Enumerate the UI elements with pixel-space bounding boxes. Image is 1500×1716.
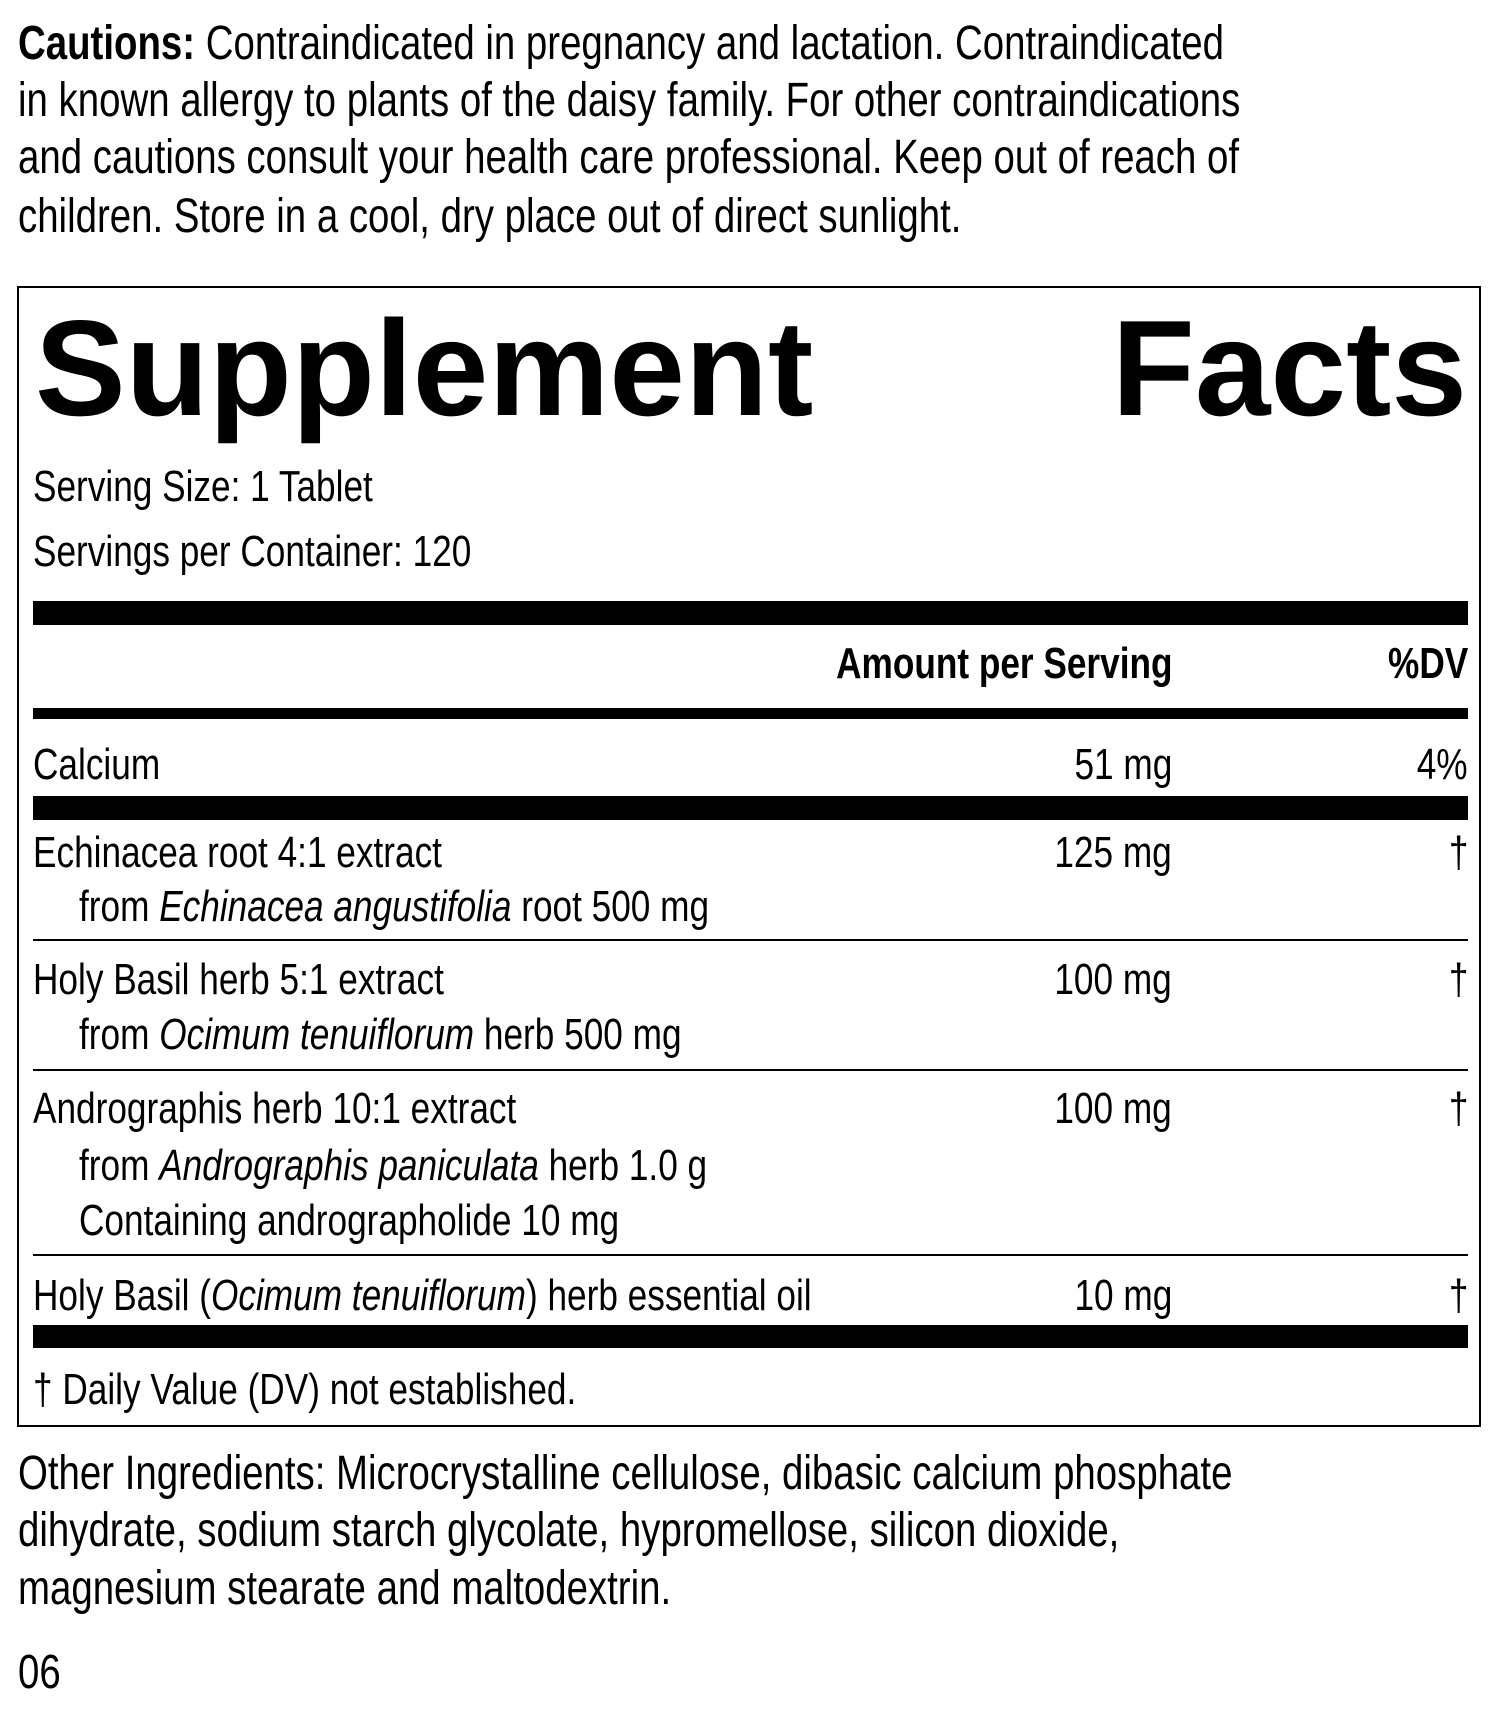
dv-header: %DV (1387, 639, 1468, 688)
source-suffix: herb 1.0 g (538, 1141, 708, 1190)
name-prefix: Holy Basil ( (33, 1271, 211, 1320)
ingredient-marker: Containing andrographolide 10 mg (79, 1196, 620, 1245)
source-prefix: from (79, 1141, 160, 1190)
cautions-label: Cautions: (18, 17, 196, 70)
ingredient-dv: † (1448, 955, 1468, 1004)
title-word: Supplement (35, 292, 814, 444)
ingredient-dv: † (1448, 1271, 1468, 1320)
source-suffix: root 500 mg (511, 882, 710, 931)
serving-size: Serving Size: 1 Tablet (33, 462, 373, 511)
ingredient-source: from Andrographis paniculata herb 1.0 g (79, 1144, 707, 1188)
thick-divider (33, 601, 1468, 625)
thick-divider (33, 796, 1468, 820)
other-ingredients-line: Other Ingredients: Microcrystalline cell… (18, 1447, 1233, 1500)
cautions-line: children. Store in a cool, dry place out… (18, 190, 962, 243)
cautions-line: in known allergy to plants of the daisy … (18, 74, 1241, 127)
cautions-text: Contraindicated in pregnancy and lactati… (195, 17, 1224, 70)
dv-footnote: † Daily Value (DV) not established. (33, 1365, 577, 1414)
thin-divider (33, 939, 1468, 941)
ingredient-source: from Echinacea angustifolia root 500 mg (79, 885, 709, 929)
ingredient-amount: 125 mg (1054, 828, 1172, 877)
botanical-name: Ocimum tenuiflorum (159, 1010, 475, 1059)
botanical-name: Ocimum tenuiflorum (211, 1271, 526, 1320)
source-suffix: herb 500 mg (474, 1010, 682, 1059)
product-code: 06 (18, 1646, 61, 1699)
ingredient-amount: 100 mg (1054, 955, 1172, 1004)
other-ingredients-line: dihydrate, sodium starch glycolate, hypr… (18, 1504, 1120, 1557)
ingredient-amount: 100 mg (1054, 1084, 1172, 1133)
title-word: Facts (1111, 292, 1467, 444)
medium-divider (33, 708, 1468, 719)
panel-title: Supplement Facts (35, 300, 1467, 436)
ingredient-dv: † (1448, 828, 1468, 877)
ingredient-name: Holy Basil herb 5:1 extract (33, 955, 444, 1004)
thin-divider (33, 1069, 1468, 1071)
name-suffix: ) herb essential oil (525, 1271, 812, 1320)
thin-divider (33, 1254, 1468, 1256)
cautions-line: Cautions: Contraindicated in pregnancy a… (18, 20, 1224, 68)
botanical-name: Echinacea angustifolia (159, 882, 512, 931)
source-prefix: from (79, 1010, 160, 1059)
other-ingredients-line: magnesium stearate and maltodextrin. (18, 1562, 672, 1615)
amount-header: Amount per Serving (835, 639, 1172, 688)
nutrient-amount: 51 mg (1074, 740, 1172, 789)
ingredient-name: Holy Basil (Ocimum tenuiflorum) herb ess… (33, 1274, 812, 1318)
supplement-facts-panel (17, 286, 1481, 1427)
nutrient-name: Calcium (33, 740, 161, 789)
source-prefix: from (79, 882, 160, 931)
nutrient-dv: 4% (1417, 740, 1468, 789)
servings-per-container: Servings per Container: 120 (33, 527, 472, 576)
botanical-name: Andrographis paniculata (159, 1141, 539, 1190)
ingredient-amount: 10 mg (1074, 1271, 1172, 1320)
ingredient-name: Andrographis herb 10:1 extract (33, 1084, 517, 1133)
ingredient-dv: † (1448, 1084, 1468, 1133)
thick-divider (33, 1325, 1468, 1348)
ingredient-name: Echinacea root 4:1 extract (33, 828, 442, 877)
ingredient-source: from Ocimum tenuiflorum herb 500 mg (79, 1013, 682, 1057)
cautions-line: and cautions consult your health care pr… (18, 131, 1240, 184)
